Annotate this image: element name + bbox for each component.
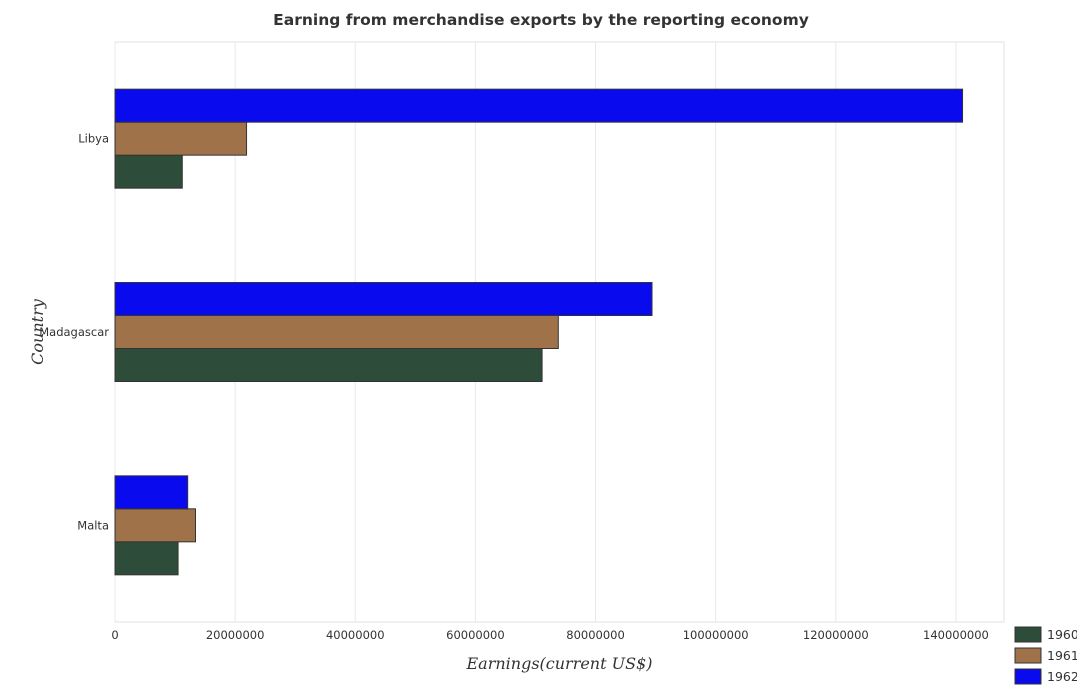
legend-swatch-1962	[1014, 668, 1042, 685]
y-axis-ticks: Libya Madagascar Malta	[39, 132, 109, 533]
y-tick-label: Malta	[77, 518, 109, 532]
x-tick-label: 60000000	[446, 628, 505, 642]
x-tick-label: 80000000	[566, 628, 625, 642]
legend-swatch-1961	[1014, 647, 1042, 664]
bar-libya-1960	[114, 154, 183, 189]
y-tick-label: Madagascar	[39, 325, 109, 339]
legend-swatch-1960	[1014, 626, 1042, 643]
bar-madagascar-1962	[114, 282, 653, 316]
bar-madagascar-1961	[114, 315, 559, 349]
x-tick-label: 120000000	[803, 628, 869, 642]
bar-madagascar-1960	[114, 348, 543, 382]
legend-label-1962: 1962	[1047, 669, 1077, 684]
bar-malta-1960	[114, 541, 179, 576]
bar-malta-1962	[114, 475, 189, 510]
legend-label-1961: 1961	[1047, 648, 1077, 663]
bars	[114, 88, 964, 576]
y-axis-title: Country	[28, 298, 47, 365]
x-axis-title: Earnings(current US$)	[465, 654, 652, 673]
plot-area	[114, 41, 1005, 623]
legend: 1960 1961 1962	[1014, 626, 1077, 685]
x-tick-label: 140000000	[923, 628, 989, 642]
x-tick-label: 40000000	[326, 628, 385, 642]
x-tick-label: 20000000	[206, 628, 265, 642]
x-axis-ticks: 0 20000000 40000000 60000000 80000000 1000000…	[111, 628, 989, 642]
y-tick-label: Libya	[78, 132, 109, 146]
x-tick-label: 100000000	[683, 628, 749, 642]
bar-libya-1961	[114, 121, 248, 156]
bar-malta-1961	[114, 508, 196, 543]
legend-label-1960: 1960	[1047, 627, 1077, 642]
x-tick-label: 0	[111, 628, 118, 642]
bar-libya-1962	[114, 88, 964, 123]
chart-title: Earning from merchandise exports by the …	[273, 11, 809, 29]
